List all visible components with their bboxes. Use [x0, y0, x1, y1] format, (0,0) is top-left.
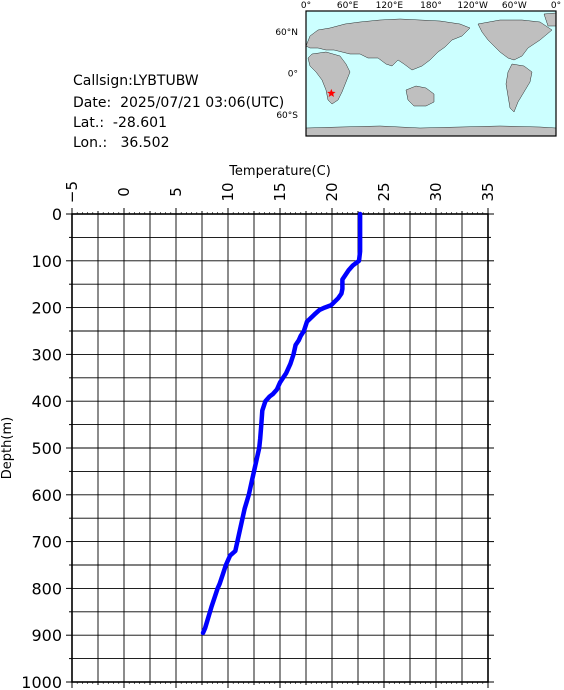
- x-tick-label: 5: [167, 187, 185, 197]
- series-group: [200, 211, 363, 636]
- y-tick-label: 100: [31, 252, 62, 271]
- y-tick-label: 500: [31, 439, 62, 458]
- x-tick-label: 25: [375, 182, 393, 201]
- y-tick-label: 900: [31, 626, 62, 645]
- map-longitude-label: 60°W: [502, 1, 527, 11]
- x-tick-label: 35: [479, 182, 497, 201]
- y-tick-label: 400: [31, 392, 62, 411]
- y-tick-label: 700: [31, 533, 62, 552]
- south-america-landmass: [505, 63, 533, 113]
- x-tick-label: 15: [271, 182, 289, 201]
- x-tick-label: 20: [323, 182, 341, 201]
- y-axis-title: Depth(m): [0, 417, 15, 479]
- map-land: [305, 12, 557, 137]
- map-latitude-label: 60°S: [276, 111, 298, 121]
- callsign-label: Callsign:LYBTUBW: [73, 73, 199, 89]
- africa-landmass: [307, 51, 351, 105]
- longitude-label: Lon.: 36.502: [73, 135, 170, 151]
- x-tick-label: 10: [219, 182, 237, 201]
- map-longitude-label: 120°W: [457, 1, 488, 11]
- world-map: 0° 60°E 120°E 180° 120°W 60°W 0° 60°N 0° 60°S: [275, 1, 561, 137]
- map-longitude-label: 180°: [420, 1, 442, 11]
- location-star-icon: [327, 88, 336, 97]
- map-longitude-label: 0°: [551, 1, 561, 11]
- y-tick-labels: 0 100 200 300 400 500 600 700 800 900 1000: [21, 205, 62, 690]
- x-tick-label: 0: [115, 187, 133, 197]
- date-label: Date: 2025/07/21 03:06(UTC): [73, 95, 285, 111]
- y-tick-label: 300: [31, 345, 62, 364]
- map-longitude-label: 0°: [301, 1, 311, 11]
- y-tick-label: 0: [52, 205, 62, 224]
- map-longitude-label: 120°E: [376, 1, 404, 11]
- y-tick-label: 1000: [21, 673, 62, 690]
- north-america-landmass: [477, 19, 553, 61]
- australia-landmass: [405, 85, 435, 107]
- map-latitude-label: 0°: [288, 70, 298, 80]
- y-tick-label: 800: [31, 579, 62, 598]
- map-latitude-label: 60°N: [275, 28, 298, 38]
- y-tick-label: 200: [31, 299, 62, 318]
- x-tick-label: −5: [63, 181, 81, 203]
- map-longitude-label: 60°E: [337, 1, 359, 11]
- x-tick-labels: −5 0 5 10 15 20 25 30 35: [63, 181, 497, 203]
- y-tick-label: 600: [31, 486, 62, 505]
- temperature-profile-line: [200, 211, 363, 636]
- eurasia-landmass: [305, 18, 471, 71]
- x-tick-label: 30: [427, 182, 445, 201]
- x-axis-title: Temperature(C): [228, 164, 331, 179]
- plot-frame: [71, 213, 489, 683]
- latitude-label: Lat.: -28.601: [73, 115, 167, 131]
- map-border: [305, 10, 557, 137]
- chart-grid: [72, 214, 488, 682]
